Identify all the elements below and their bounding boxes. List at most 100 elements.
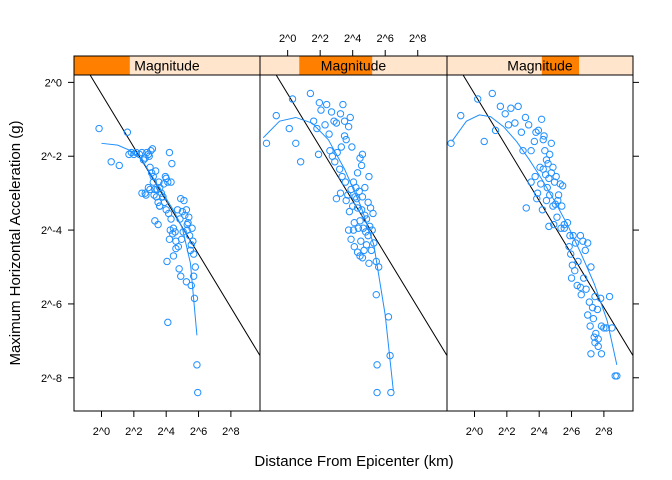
data-point	[171, 228, 179, 236]
data-point	[567, 274, 576, 282]
data-point	[571, 239, 580, 247]
data-point	[551, 200, 560, 208]
data-point	[189, 272, 198, 280]
data-point	[184, 218, 192, 227]
data-point	[530, 137, 539, 146]
data-point	[547, 139, 556, 148]
data-point	[543, 183, 551, 192]
data-point	[190, 294, 199, 303]
data-point	[353, 248, 362, 256]
data-point	[554, 191, 563, 199]
data-point	[540, 132, 548, 140]
data-point	[602, 324, 611, 332]
data-point	[340, 132, 349, 140]
y-tick-label: 2^-8	[41, 373, 62, 385]
data-point	[362, 241, 371, 249]
data-point	[544, 159, 552, 168]
data-point	[558, 202, 566, 210]
data-point	[582, 285, 590, 293]
data-point	[321, 121, 329, 129]
data-point	[143, 148, 151, 157]
data-point	[188, 224, 196, 232]
data-point	[365, 259, 373, 268]
data-point	[148, 145, 157, 153]
data-point	[317, 106, 325, 114]
data-point	[532, 128, 540, 136]
data-point	[327, 108, 336, 116]
data-point	[589, 314, 598, 323]
x-tick-label: 2^8	[595, 426, 612, 438]
data-point	[373, 388, 381, 397]
data-point	[556, 180, 564, 188]
data-point	[585, 298, 594, 306]
data-point	[157, 189, 166, 197]
data-point	[571, 266, 579, 275]
data-point	[127, 148, 136, 157]
smoother-curve	[262, 116, 394, 391]
data-point	[344, 122, 353, 131]
data-point	[567, 250, 575, 258]
data-point	[348, 143, 356, 151]
data-point	[164, 318, 172, 327]
data-point	[584, 311, 592, 319]
data-point	[95, 124, 103, 133]
data-point	[534, 126, 543, 135]
x-tick-label: 2^8	[222, 426, 239, 438]
data-point	[125, 150, 133, 159]
data-point	[174, 242, 183, 251]
data-point	[507, 104, 515, 112]
data-point	[373, 361, 381, 369]
data-point	[292, 139, 300, 148]
data-point	[537, 115, 546, 124]
data-point	[285, 124, 293, 133]
data-point	[177, 235, 186, 244]
panel-strip-indicator	[541, 56, 580, 75]
x-tick-label-top: 2^6	[377, 33, 394, 45]
data-point	[337, 143, 346, 151]
data-point	[165, 148, 174, 157]
data-point	[358, 254, 367, 262]
data-point	[154, 220, 162, 229]
data-point	[541, 146, 549, 155]
x-tick-label: 2^6	[563, 426, 580, 438]
x-tick-label-top: 2^0	[279, 33, 296, 45]
panel-border	[446, 74, 634, 412]
data-point	[163, 257, 171, 266]
y-tick-label: 2^0	[45, 77, 62, 89]
data-point	[314, 150, 323, 159]
data-point	[296, 158, 305, 166]
data-point	[335, 165, 344, 173]
panel-strip-label: Magnitude	[134, 58, 200, 74]
data-point	[560, 224, 568, 232]
data-point	[546, 150, 554, 159]
data-point	[336, 110, 345, 118]
data-point	[361, 183, 369, 192]
data-point	[549, 202, 557, 210]
x-tick-label: 2^0	[93, 426, 110, 438]
data-point	[522, 204, 530, 212]
data-point	[474, 95, 482, 103]
data-point	[142, 191, 150, 199]
data-point	[372, 290, 380, 299]
data-point	[605, 292, 614, 301]
data-point	[342, 196, 350, 205]
data-point	[347, 185, 355, 194]
data-point	[593, 305, 602, 314]
data-point	[587, 350, 595, 358]
data-point	[345, 207, 354, 216]
data-point	[150, 191, 158, 199]
data-point	[330, 117, 338, 125]
smoother-curve	[451, 114, 618, 365]
data-point	[347, 235, 355, 244]
data-point	[169, 252, 178, 260]
data-point	[160, 198, 169, 207]
data-point	[156, 202, 164, 210]
data-point	[151, 167, 160, 175]
data-point	[588, 303, 597, 312]
data-point	[107, 158, 115, 166]
data-point	[355, 187, 363, 196]
data-point	[527, 178, 535, 186]
data-point	[123, 128, 132, 136]
x-tick-label-top: 2^4	[344, 33, 361, 45]
data-point	[185, 231, 194, 240]
